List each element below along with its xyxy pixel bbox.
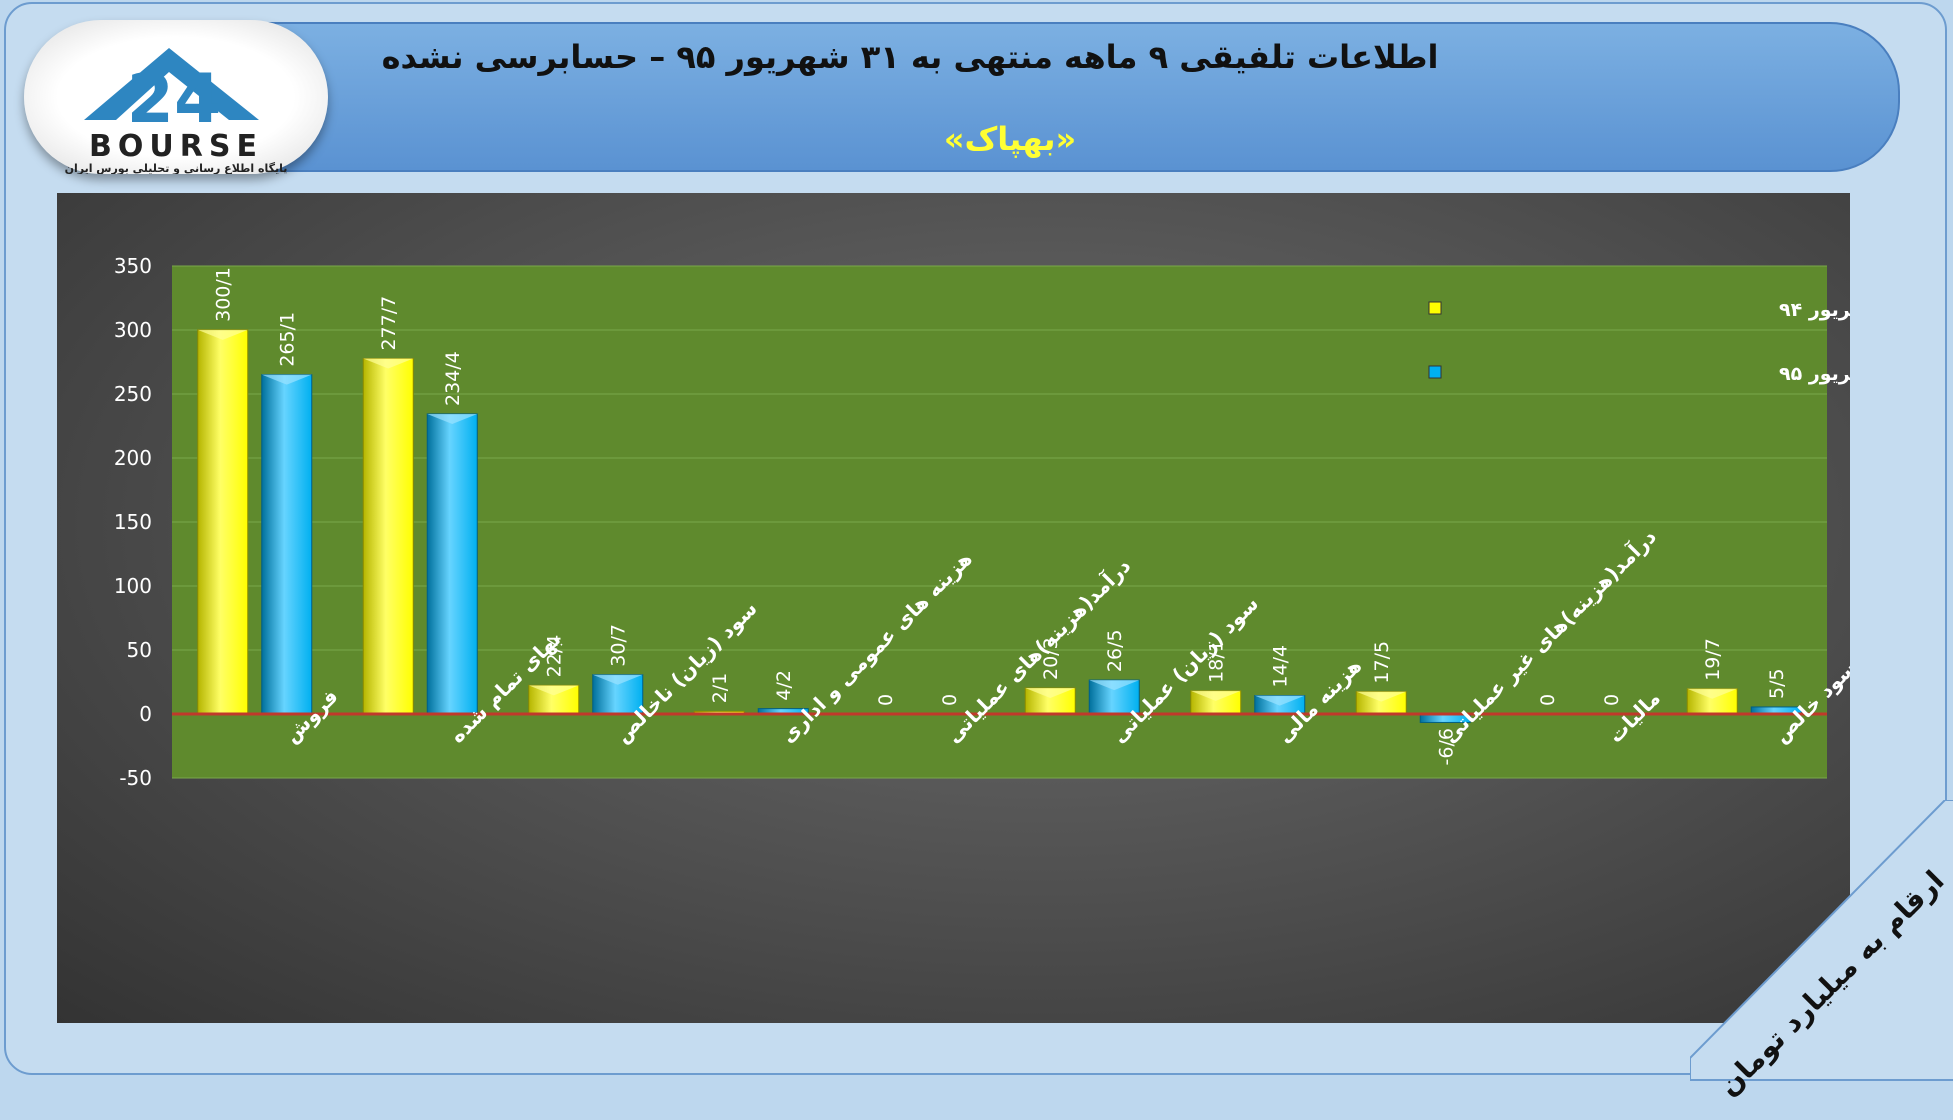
data-labels: 300/1 265/1 277/7 234/4 22/4 30/7 2/1 4/2 0 0 20/3… [213, 267, 1789, 765]
y-tick-label: 200 [114, 446, 152, 470]
data-label: 20/3 [1040, 637, 1062, 680]
y-tick-label: 350 [114, 254, 152, 278]
y-tick-label: 0 [139, 702, 152, 726]
bar-cap [197, 329, 248, 340]
page-title: اطلاعات تلفیقی ۹ ماهه منتهی به ۳۱ شهریور… [381, 38, 1439, 76]
y-tick-label: 50 [127, 638, 152, 662]
bar-cap [1356, 691, 1407, 702]
data-label: 26/5 [1104, 629, 1126, 672]
bar-series-2 [426, 413, 478, 715]
bar-cap [592, 674, 643, 685]
data-label: 0 [1537, 694, 1559, 706]
logo-text: BOURSE [89, 129, 263, 164]
data-label: 4/2 [773, 670, 795, 701]
bar-series-1 [197, 329, 249, 715]
bar-chart: -50 0 50 100 150 200 250 300 350 300/1 265/1 277/7… [114, 254, 1850, 790]
legend-swatch-series-2 [1428, 365, 1442, 379]
logo-digits: 24 [127, 60, 222, 139]
y-tick-label: 250 [114, 382, 152, 406]
bar-cap [1687, 688, 1738, 699]
data-label: 2/1 [709, 673, 731, 704]
y-tick-label: -50 [119, 766, 152, 790]
bar-cap [1190, 690, 1241, 701]
bar-cap [1025, 688, 1076, 699]
chart-panel: -50 0 50 100 150 200 250 300 350 300/1 265/1 277/7… [57, 193, 1850, 1023]
bar-cap [528, 685, 579, 696]
data-label: 0 [875, 694, 897, 706]
legend-label-series-2: عملکرد تلفیقی منتهی به ۳۱ شهریور ۹۵ [1779, 363, 1850, 385]
bar-cap [427, 413, 478, 424]
logo-subtitle: پایگاه اطلاع رسانی و تحلیلی بورس ایران [65, 162, 288, 174]
y-tick-label: 100 [114, 574, 152, 598]
data-label: 5/5 [1766, 668, 1788, 699]
data-label: 277/7 [378, 296, 400, 351]
y-tick-label: 300 [114, 318, 152, 342]
data-label: 0 [1601, 694, 1623, 706]
bar-cap [1089, 680, 1140, 691]
data-label: -6/6 [1435, 728, 1457, 765]
data-label: 19/7 [1702, 638, 1724, 681]
data-label: 18/1 [1206, 640, 1228, 683]
data-label: 300/1 [213, 267, 235, 322]
data-label: 22/4 [544, 635, 566, 678]
data-label: 265/1 [277, 312, 299, 367]
data-label: 30/7 [608, 624, 630, 667]
bar-series-1 [1024, 687, 1076, 715]
bar-series-1 [362, 358, 414, 715]
data-label: 234/4 [442, 351, 464, 406]
bar-cap [363, 358, 414, 369]
data-label: 0 [939, 694, 961, 706]
bars [197, 329, 1802, 723]
bourse24-logo: 24 BOURSE پایگاه اطلاع رسانی و تحلیلی بو… [24, 20, 328, 175]
header-banner [80, 22, 1900, 172]
bar-series-2 [261, 374, 313, 715]
y-tick-label: 150 [114, 510, 152, 534]
unit-note-ribbon: ارقام به میلیارد تومان [1690, 800, 1953, 1103]
y-axis-ticks: -50 0 50 100 150 200 250 300 350 [114, 254, 152, 790]
bar-cap [1254, 695, 1305, 706]
bar-cap [261, 374, 312, 385]
logo-graphic: 24 BOURSE پایگاه اطلاع رسانی و تحلیلی بو… [65, 48, 288, 175]
legend-label-series-1: عملکرد تلفیقی منتهی به ۳۱ شهریور ۹۴ [1779, 299, 1850, 321]
data-label: 17/5 [1371, 641, 1393, 684]
legend: عملکرد تلفیقی منتهی به ۳۱ شهریور ۹۴ عملکر… [1428, 299, 1850, 385]
legend-swatch-series-1 [1428, 301, 1442, 315]
data-label: 14/4 [1270, 645, 1292, 688]
company-name: «بهپاک» [943, 120, 1077, 158]
